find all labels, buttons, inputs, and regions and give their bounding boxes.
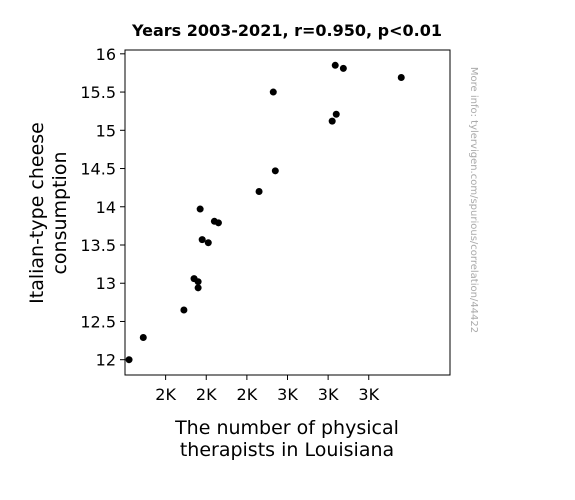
data-points (125, 61, 405, 364)
data-point (125, 356, 133, 364)
y-tick-label: 14 (96, 198, 116, 217)
y-axis-ticks: 12 12.5 13 13.5 14 14.5 15 15.5 16 (80, 45, 125, 370)
y-tick-label: 15.5 (80, 83, 116, 102)
y-axis-label-line-2: consumption (49, 151, 71, 274)
y-tick-label: 12 (96, 351, 116, 370)
y-axis-label-line-1: Italian-type cheese (26, 122, 48, 304)
data-point (332, 110, 340, 118)
data-point (204, 239, 212, 247)
x-tick-label: 2K (155, 385, 176, 404)
y-tick-label: 16 (96, 45, 116, 64)
chart-title: Years 2003-2021, r=0.950, p<0.01 (131, 21, 442, 40)
data-point (194, 278, 202, 286)
data-point (269, 88, 277, 96)
data-point (196, 205, 204, 213)
x-axis-ticks: 2K 2K 2K 3K 3K 3K (155, 375, 380, 404)
data-point (328, 117, 336, 125)
x-axis-label-line-1: The number of physical (174, 417, 399, 439)
data-point (271, 167, 279, 175)
x-tick-label: 3K (318, 385, 339, 404)
y-tick-label: 13 (96, 274, 116, 293)
data-point (214, 219, 222, 227)
y-tick-label: 13.5 (80, 236, 116, 255)
plot-area (124, 49, 451, 376)
x-tick-label: 3K (277, 385, 298, 404)
x-tick-label: 2K (237, 385, 258, 404)
y-tick-label: 14.5 (80, 160, 116, 179)
y-tick-label: 12.5 (80, 312, 116, 331)
data-point (339, 64, 347, 72)
x-tick-label: 2K (196, 385, 217, 404)
x-tick-label: 3K (358, 385, 379, 404)
x-axis-label-line-2: therapists in Louisiana (180, 439, 394, 461)
data-point (198, 236, 206, 244)
data-point (255, 187, 263, 195)
source-note: More info: tylervigen.com/spurious/corre… (468, 67, 479, 333)
data-point (331, 61, 339, 69)
data-point (397, 74, 405, 82)
data-point (139, 334, 147, 342)
data-point (180, 306, 188, 314)
y-tick-label: 15 (96, 121, 116, 140)
data-point (194, 284, 202, 292)
